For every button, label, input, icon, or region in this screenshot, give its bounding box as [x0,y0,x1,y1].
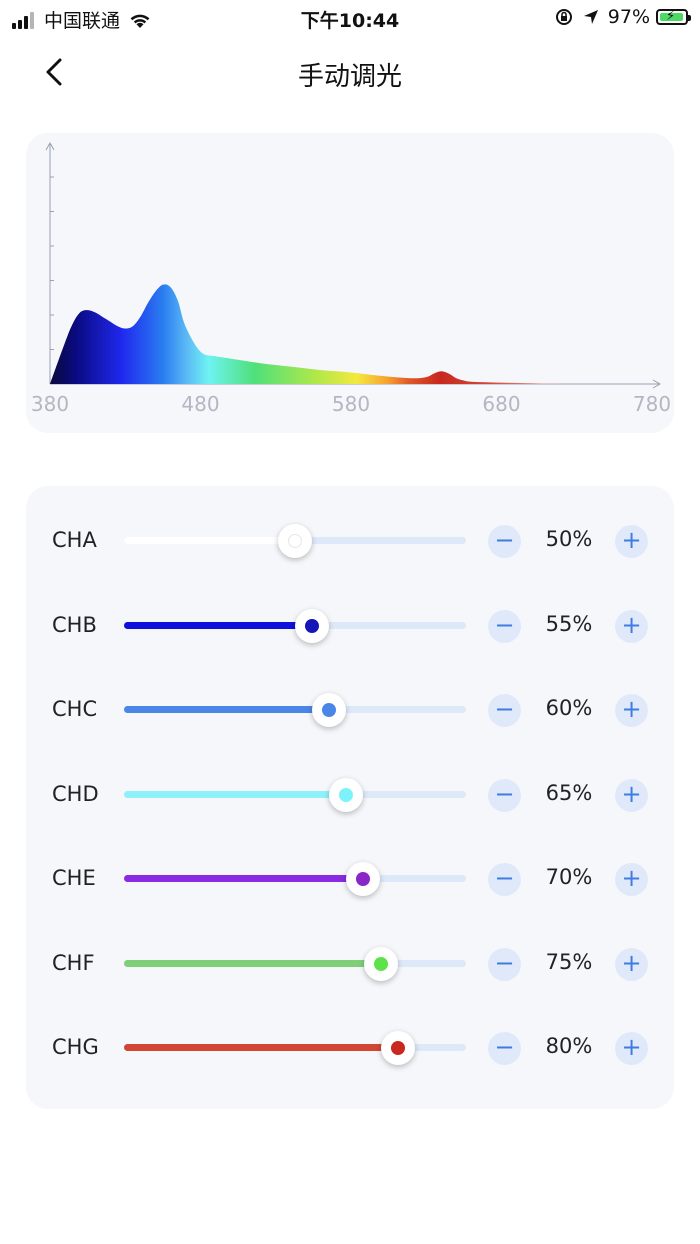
status-right: 97% ⚡ [554,6,691,28]
channel-slider-thumb[interactable] [278,524,312,558]
channel-label: CHF [52,950,95,975]
minus-icon[interactable]: − [488,609,521,643]
chart-area-layer [50,284,562,384]
channel-slider-track[interactable] [124,875,466,882]
channel-color-dot [288,534,302,548]
channel-value: 65% [545,780,593,805]
clock: 下午10:44 [300,10,400,32]
channel-slider-thumb[interactable] [380,1031,415,1065]
channels-card: CHA −50% + CHB −55% + CHC −60% + CHD −65% + CHE −70% +… [26,486,674,1109]
x-tick-label: 780 [633,392,671,416]
minus-icon[interactable]: − [488,778,521,812]
x-tick-label: 480 [181,392,219,416]
channel-row-che: CHE −70% + [26,849,674,909]
channel-row-chf: CHF −75% + [26,934,674,994]
plus-icon[interactable]: + [615,947,648,981]
channel-color-dot [390,1041,405,1055]
battery-percent: 97% [607,6,650,28]
channel-slider-fill [124,537,295,544]
spectrum-area [50,284,562,384]
channel-slider-track[interactable] [124,621,466,629]
x-tick-label: 580 [332,392,370,416]
channel-row-chg: CHG −80% + [26,1018,674,1078]
minus-icon[interactable]: − [488,525,521,558]
channel-slider-thumb[interactable] [363,946,398,981]
x-axis-arrow [652,379,662,389]
channel-row-chc: CHC −60% + [26,680,674,740]
channel-color-dot [322,703,337,717]
channel-slider-thumb[interactable] [295,608,330,643]
channel-label: CHD [52,781,99,806]
channel-value: 55% [545,611,593,636]
carrier-name: 中国联通 [44,10,121,32]
spectrum-chart: 380 480 580 680 780 [31,141,671,416]
channel-label: CHC [52,697,98,721]
minus-icon[interactable]: − [488,694,521,727]
channel-row-chb: CHB −55% + [26,596,674,656]
channel-color-dot [305,618,320,633]
channel-slider-fill [124,959,381,967]
plus-icon[interactable]: + [615,1032,648,1065]
minus-icon[interactable]: − [488,1032,521,1065]
channel-slider-fill [124,706,330,713]
channel-value: 70% [545,865,593,889]
channel-value: 60% [545,696,593,720]
orientation-lock-icon [555,9,572,25]
y-axis-arrow [45,141,55,151]
plus-icon[interactable]: + [615,863,648,896]
channel-slider-fill [124,790,347,798]
channel-slider-fill [124,1044,398,1051]
channel-slider-thumb[interactable] [312,693,347,727]
channel-slider-thumb[interactable] [329,777,364,812]
nav-bar: 手动调光 [0,44,700,100]
channel-label: CHE [52,866,96,890]
channel-slider-fill [124,621,313,629]
channel-row-chd: CHD −65% + [26,765,674,825]
channel-value: 75% [545,949,593,974]
channel-color-dot [356,872,371,886]
channel-label: CHG [52,1035,99,1059]
wifi-icon [130,14,150,28]
plus-icon[interactable]: + [615,694,648,727]
battery-icon: ⚡ [656,9,691,25]
minus-icon[interactable]: − [488,863,521,896]
plus-icon[interactable]: + [615,609,648,643]
channel-slider-track[interactable] [124,790,466,798]
channel-color-dot [339,787,354,802]
plus-icon[interactable]: + [615,525,648,558]
channel-value: 80% [545,1034,593,1058]
page-title: 手动调光 [297,62,402,92]
channel-slider-track[interactable] [124,706,466,713]
chart-x-ticks: 380 480 580 680 780 [31,392,671,416]
channel-color-dot [373,956,388,971]
channel-label: CHB [52,612,97,637]
chevron-left-icon[interactable] [36,52,76,92]
location-icon [583,10,598,24]
x-tick-label: 380 [31,392,69,416]
status-left: 中国联通 [12,6,152,33]
channel-row-cha: CHA −50% + [26,511,674,571]
channel-slider-fill [124,875,364,882]
minus-icon[interactable]: − [488,947,521,981]
channel-label: CHA [52,528,97,552]
x-tick-label: 680 [482,392,520,416]
channel-slider-track[interactable] [124,959,466,967]
channel-value: 50% [545,527,593,551]
plus-icon[interactable]: + [615,778,648,812]
status-bar: 中国联通 下午10:44 97% ⚡ [0,0,700,36]
channel-slider-track[interactable] [124,1044,466,1051]
signal-icon [12,11,36,29]
spectrum-card: 380 480 580 680 780 [26,133,674,433]
channel-slider-thumb[interactable] [346,862,381,896]
